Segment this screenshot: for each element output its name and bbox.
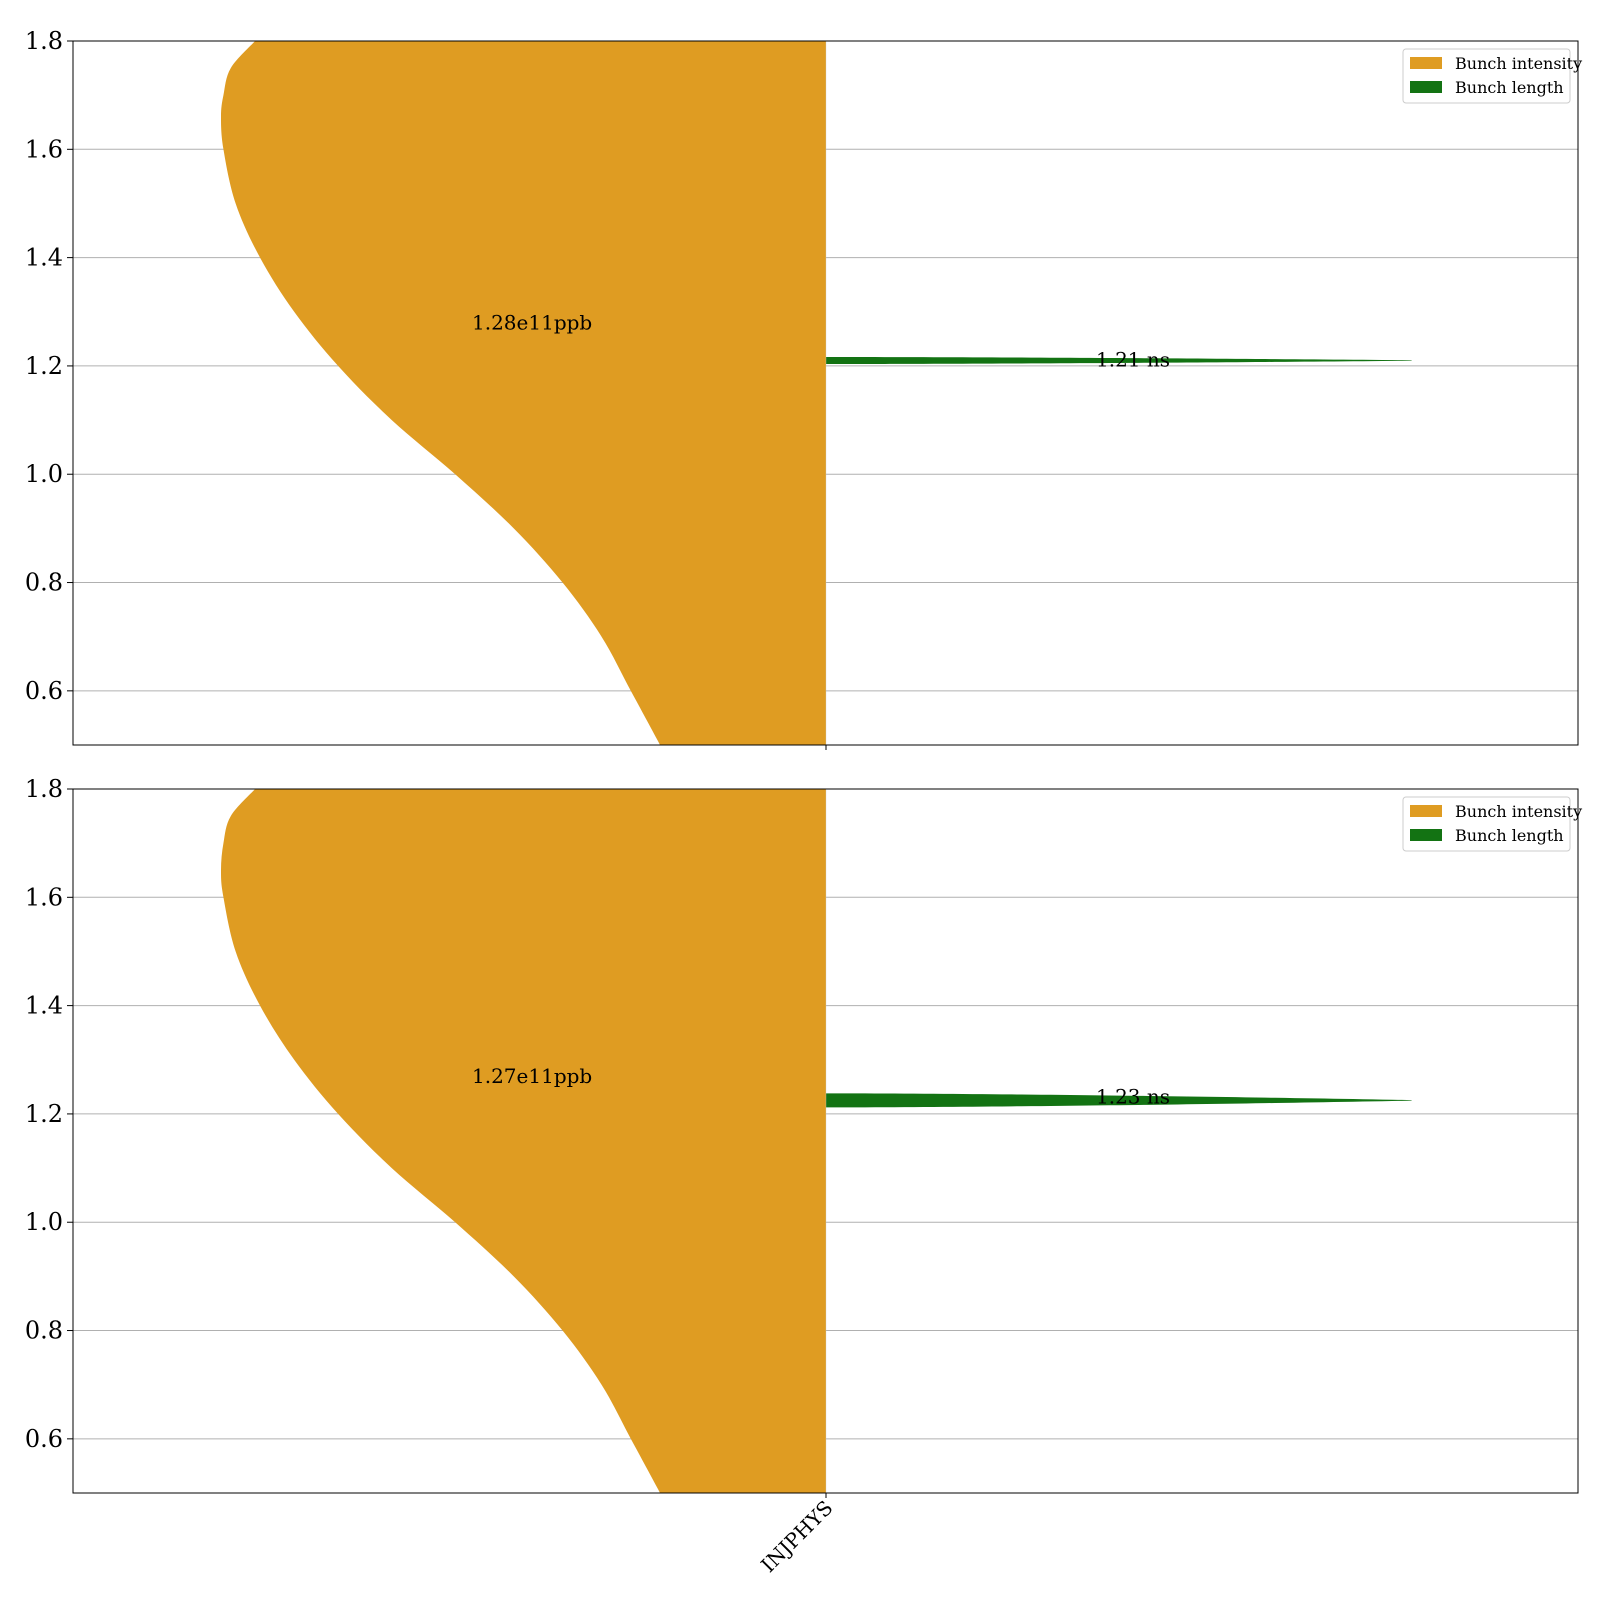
ytick-label: 1.6: [25, 135, 63, 163]
legend-label-intensity: Bunch intensity: [1455, 802, 1582, 821]
annotation-length: 1.23 ns: [1096, 1085, 1170, 1109]
legend-label-length: Bunch length: [1455, 78, 1564, 97]
annotation-intensity: 1.27e11ppb: [472, 1064, 592, 1088]
ytick-label: 0.8: [25, 569, 63, 597]
legend-swatch-intensity: [1410, 805, 1442, 817]
violin-bunch-intensity: [221, 41, 826, 745]
legend-label-intensity: Bunch intensity: [1455, 54, 1582, 73]
ytick-label: 0.6: [25, 677, 63, 705]
annotation-length: 1.21 ns: [1096, 348, 1170, 372]
subplot-2: 1.27e11ppb 1.23 ns 0.6 0.8 1.0 1.2 1.4 1.6 1.8 IN…: [25, 775, 1582, 1577]
legend-box: [1402, 48, 1571, 104]
violin-bunch-length: [826, 1093, 1412, 1108]
ytick-label: 1.8: [25, 775, 63, 803]
legend-swatch-length: [1410, 829, 1442, 841]
violin-bunch-length: [826, 356, 1412, 365]
legend-swatch-intensity: [1410, 57, 1442, 69]
ytick-label: 1.8: [25, 27, 63, 55]
xtick-label: INJPHYS: [756, 1496, 837, 1577]
ytick-label: 1.2: [25, 1100, 63, 1128]
legend-label-length: Bunch length: [1455, 826, 1564, 845]
ytick-label: 0.6: [25, 1425, 63, 1453]
legend-box: [1402, 796, 1571, 852]
ytick-label: 1.2: [25, 352, 63, 380]
ytick-label: 1.0: [25, 1208, 63, 1236]
legend-swatch-length: [1410, 81, 1442, 93]
ytick-label: 1.4: [25, 244, 63, 272]
ytick-label: 1.0: [25, 460, 63, 488]
ytick-label: 0.8: [25, 1317, 63, 1345]
legend: Bunch intensity Bunch length: [1402, 48, 1582, 104]
subplot-1: 1.28e11ppb 1.21 ns 0.6 0.8 1.0 1.2 1.4 1.6 1.8 Bu…: [25, 27, 1582, 750]
violin-bunch-intensity: [221, 789, 826, 1493]
plot-area: [221, 789, 1412, 1493]
legend: Bunch intensity Bunch length: [1402, 796, 1582, 852]
plot-area: [221, 41, 1412, 745]
annotation-intensity: 1.28e11ppb: [472, 311, 592, 335]
ytick-label: 1.4: [25, 992, 63, 1020]
ytick-label: 1.6: [25, 883, 63, 911]
